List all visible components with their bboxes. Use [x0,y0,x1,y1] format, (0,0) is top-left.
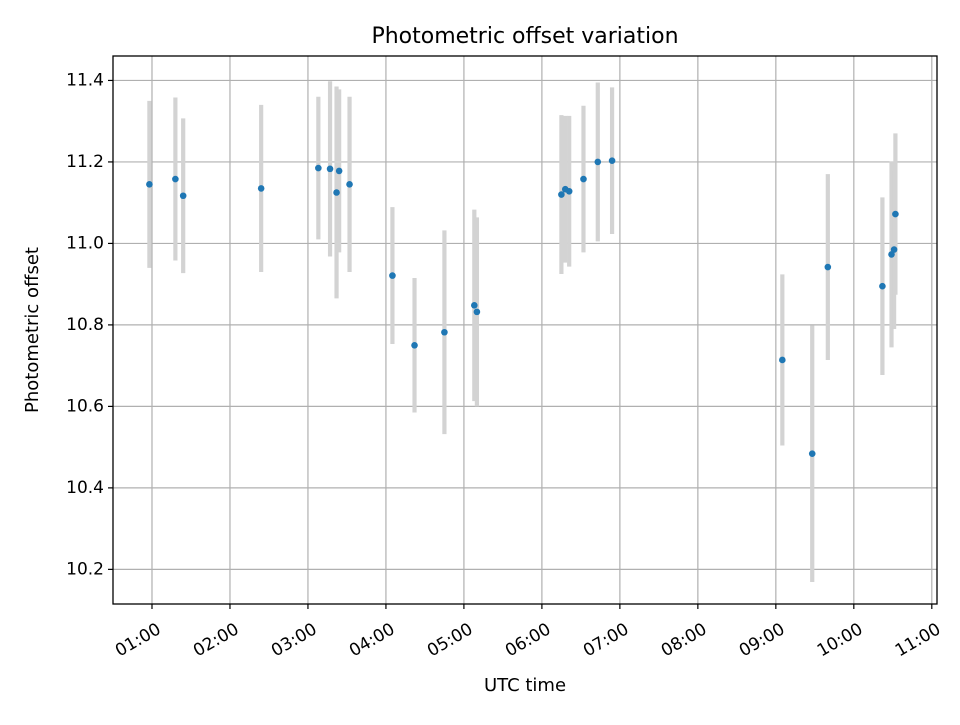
plot-frame [112,55,938,605]
data-point [824,263,832,271]
x-tick-label: 09:00 [736,619,788,661]
data-point [808,450,816,457]
point-layer [146,157,899,457]
data-point [473,308,481,316]
x-tick-label: 10:00 [814,619,866,661]
data-point [779,356,786,364]
data-point [346,181,353,188]
data-point [333,189,340,196]
data-point [565,187,573,195]
data-point [326,165,334,173]
y-tick-label: 10.4 [66,478,104,498]
y-tick-label: 11.2 [66,152,104,172]
data-point [890,246,898,253]
x-tick-label: 01:00 [112,619,164,661]
data-point [892,210,899,218]
data-point [879,282,886,290]
errorbar-layer [147,81,898,582]
x-tick-label: 04:00 [346,619,398,661]
data-point [411,341,418,349]
data-point [471,302,478,309]
grid-layer [113,56,937,604]
x-tick-label: 03:00 [268,619,320,661]
data-point [315,164,322,172]
data-point [888,251,895,258]
y-tick-label: 11.4 [66,70,104,90]
data-point [608,157,616,165]
y-axis-label: Photometric offset [22,247,43,413]
x-tick-label: 05:00 [424,619,476,661]
data-point [594,158,602,166]
data-point [335,167,343,175]
data-point [172,175,179,183]
y-tick-label: 11.0 [66,233,104,253]
x-tick-label: 08:00 [658,619,710,661]
data-point [580,175,587,183]
data-point [257,185,265,192]
x-tick-label: 07:00 [580,619,632,661]
data-point [146,181,153,188]
x-tick-label: 11:00 [892,619,944,661]
x-tick-label: 06:00 [502,619,554,661]
chart-title: Photometric offset variation [371,24,678,49]
data-point [441,328,448,336]
y-tick-label: 10.6 [66,396,104,416]
x-tick-label: 02:00 [190,619,242,661]
data-point [558,191,565,198]
data-point [389,272,396,279]
y-tick-label: 10.8 [66,315,104,335]
data-point [179,192,187,200]
y-tick-label: 10.2 [66,559,104,579]
x-axis-label: UTC time [484,675,566,696]
